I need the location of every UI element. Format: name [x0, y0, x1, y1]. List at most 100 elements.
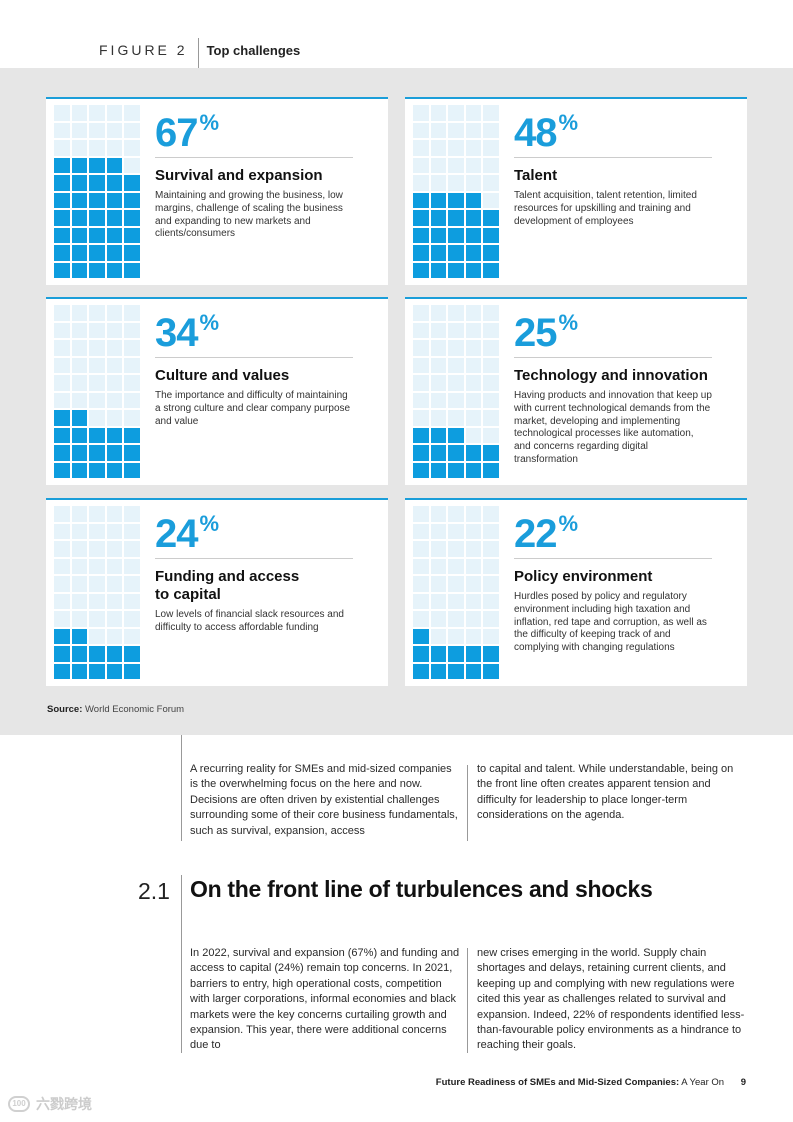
waffle-cell-empty [54, 523, 70, 539]
waffle-cell-filled [413, 210, 429, 226]
waffle-cell-filled [124, 445, 140, 461]
waffle-cell-filled [106, 227, 122, 243]
waffle-cell-filled [106, 462, 122, 478]
waffle-cell-empty [430, 140, 446, 156]
waffle-cell-filled [71, 427, 87, 443]
waffle-cell-filled [54, 157, 70, 173]
waffle-cell-empty [124, 523, 140, 539]
waffle-cell-filled [465, 663, 481, 679]
waffle-cell-filled [106, 663, 122, 679]
waffle-cell-filled [89, 262, 105, 278]
waffle-cell-filled [413, 462, 429, 478]
waffle-cell-empty [430, 611, 446, 627]
waffle-cell-empty [483, 140, 499, 156]
waffle-cell-filled [448, 192, 464, 208]
waffle-cell-empty [430, 392, 446, 408]
waffle-cell-empty [71, 523, 87, 539]
watermark-logo-icon: 100 [8, 1096, 30, 1112]
waffle-cell-filled [106, 157, 122, 173]
waffle-cell-empty [465, 305, 481, 321]
percent-sign: % [199, 110, 220, 135]
card-description: Hurdles posed by policy and regulatory e… [514, 591, 707, 654]
waffle-cell-empty [71, 506, 87, 522]
waffle-cell-empty [413, 357, 429, 373]
waffle-cell-filled [465, 245, 481, 261]
waffle-cell-filled [430, 427, 446, 443]
intro-column-1: A recurring reality for SMEs and mid-siz… [190, 763, 458, 837]
waffle-cell-empty [448, 140, 464, 156]
waffle-cell-empty [448, 576, 464, 592]
waffle-cell-filled [430, 646, 446, 662]
waffle-cell-empty [465, 157, 481, 173]
waffle-cell-empty [106, 357, 122, 373]
waffle-cell-empty [483, 427, 499, 443]
waffle-cell-empty [413, 322, 429, 338]
page-footer: Future Readiness of SMEs and Mid-Sized C… [436, 1077, 746, 1088]
card-divider [155, 157, 353, 158]
waffle-cell-filled [448, 262, 464, 278]
waffle-cell-empty [448, 122, 464, 138]
waffle-cell-empty [54, 340, 70, 356]
waffle-cell-filled [54, 462, 70, 478]
waffle-cell-empty [413, 611, 429, 627]
waffle-cell-filled [413, 628, 429, 644]
waffle-cell-filled [413, 262, 429, 278]
waffle-cell-empty [54, 541, 70, 557]
waffle-cell-filled [71, 227, 87, 243]
percentage: 25 % [514, 311, 712, 356]
waffle-chart [54, 305, 140, 478]
waffle-cell-empty [430, 628, 446, 644]
waffle-cell-empty [413, 410, 429, 426]
challenge-card: 48 % Talent Talent acquisition, talent r… [405, 97, 747, 285]
waffle-cell-filled [106, 646, 122, 662]
card-divider [514, 558, 712, 559]
waffle-cell-filled [124, 175, 140, 191]
waffle-cell-empty [483, 340, 499, 356]
waffle-cell-filled [413, 445, 429, 461]
figure-header: FIGURE 2 Top challenges [99, 38, 300, 68]
waffle-cell-filled [448, 646, 464, 662]
waffle-cell-filled [89, 192, 105, 208]
waffle-cell-empty [413, 558, 429, 574]
waffle-cell-empty [106, 611, 122, 627]
percentage-value: 67 [155, 111, 198, 155]
waffle-cell-empty [124, 305, 140, 321]
waffle-cell-empty [89, 392, 105, 408]
waffle-cell-filled [54, 663, 70, 679]
waffle-cell-filled [89, 646, 105, 662]
waffle-cell-filled [448, 663, 464, 679]
waffle-cell-filled [448, 210, 464, 226]
percentage: 34 % [155, 311, 353, 356]
waffle-cell-filled [71, 175, 87, 191]
waffle-cell-filled [106, 245, 122, 261]
waffle-cell-filled [54, 445, 70, 461]
waffle-cell-filled [124, 245, 140, 261]
waffle-cell-empty [483, 506, 499, 522]
waffle-cell-empty [448, 628, 464, 644]
waffle-cell-filled [89, 462, 105, 478]
waffle-cell-empty [483, 175, 499, 191]
waffle-chart [54, 105, 140, 278]
waffle-cell-filled [54, 410, 70, 426]
waffle-cell-filled [89, 427, 105, 443]
waffle-cell-empty [54, 105, 70, 121]
waffle-cell-empty [483, 357, 499, 373]
card-divider [155, 357, 353, 358]
card-description: The importance and difficulty of maintai… [155, 390, 351, 427]
waffle-cell-filled [448, 462, 464, 478]
waffle-cell-filled [430, 663, 446, 679]
waffle-cell-empty [89, 122, 105, 138]
waffle-chart [413, 506, 499, 679]
waffle-cell-filled [413, 427, 429, 443]
waffle-cell-empty [448, 305, 464, 321]
waffle-cell-empty [106, 392, 122, 408]
waffle-cell-filled [71, 628, 87, 644]
waffle-cell-empty [465, 611, 481, 627]
card-title: Technology and innovation [514, 367, 708, 384]
waffle-cell-empty [124, 593, 140, 609]
waffle-cell-filled [413, 227, 429, 243]
waffle-cell-empty [124, 122, 140, 138]
section-number: 2.1 [138, 878, 170, 904]
waffle-cell-filled [124, 663, 140, 679]
waffle-cell-empty [483, 593, 499, 609]
